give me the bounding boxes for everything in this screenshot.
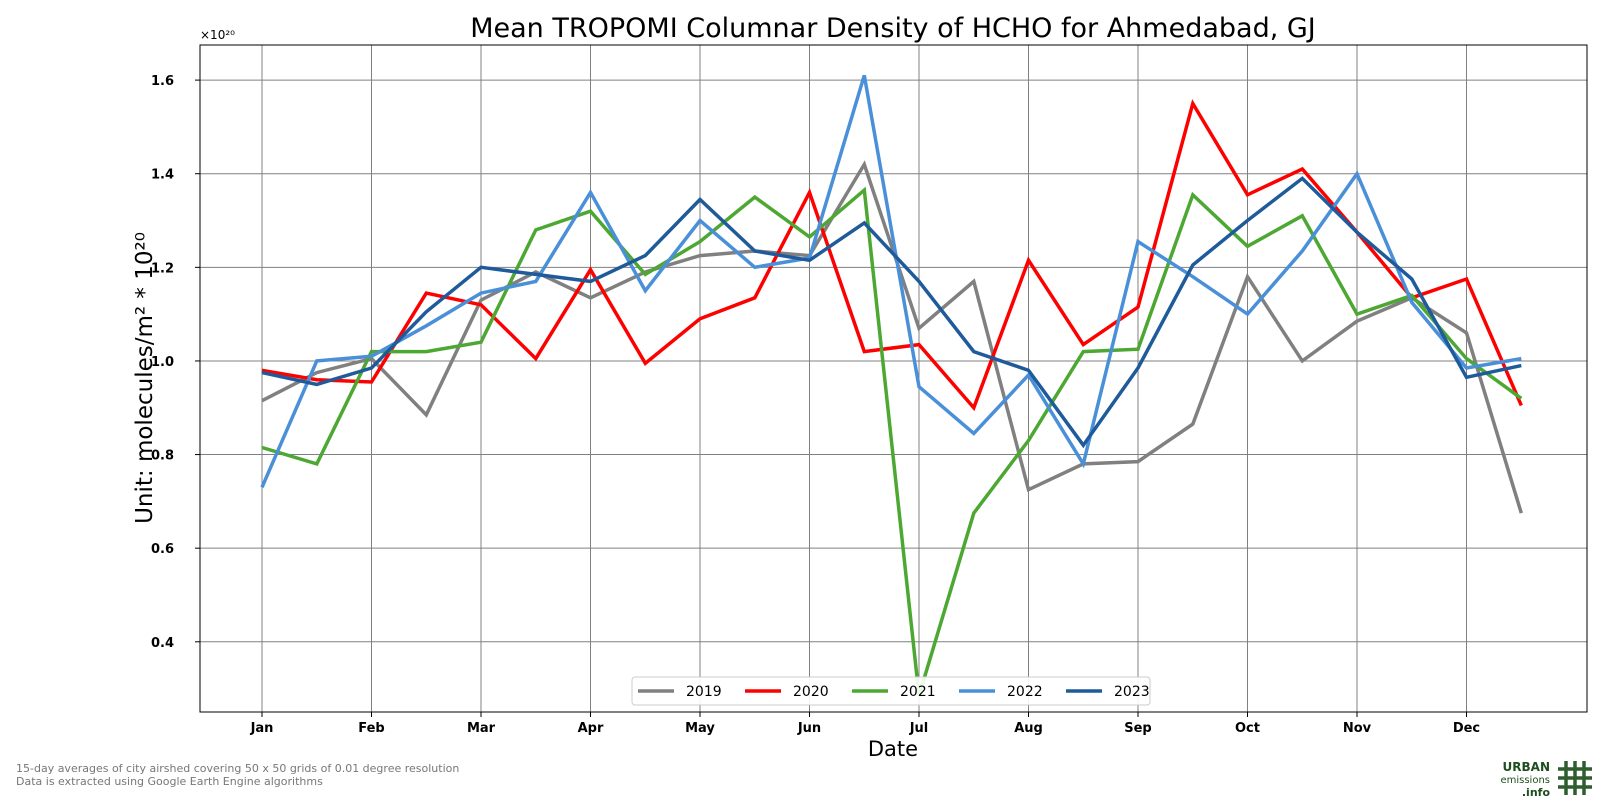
legend: 2019 2020 2021 2022 2023: [631, 676, 1151, 706]
y-scale-offset: ×10²⁰: [200, 28, 235, 42]
x-tick-label: Apr: [578, 721, 604, 736]
y-axis-label: Unit: molecules/m² * 10²⁰: [132, 232, 158, 524]
x-tick-label: Jun: [797, 721, 821, 736]
series-line-2019: [261, 160, 1523, 514]
logo: URBAN emissions .info: [1494, 758, 1594, 798]
x-tick-label: Nov: [1343, 721, 1372, 736]
series-line-2020: [261, 99, 1523, 412]
y-tick-label: 1.6: [151, 74, 174, 89]
y-tick-label: 1.2: [151, 261, 174, 276]
legend-label-2021: 2021: [900, 684, 936, 700]
grid: [200, 45, 1587, 712]
plot-area-frame: [199, 44, 1588, 713]
x-tick-label: Jan: [250, 721, 274, 736]
x-tick-label: May: [685, 721, 715, 736]
y-tick-label: 1.0: [151, 355, 174, 370]
logo-text-emissions: emissions: [1500, 775, 1550, 786]
logo-text-info: .info: [1521, 786, 1550, 799]
x-tick-label: Aug: [1014, 721, 1043, 736]
legend-label-2019: 2019: [686, 684, 722, 700]
y-tick-label: 0.6: [151, 542, 174, 557]
series-lines: [260, 74, 1523, 697]
y-tick-label: 0.4: [151, 636, 174, 651]
y-tick-label: 0.8: [151, 449, 174, 464]
chart-title: Mean TROPOMI Columnar Density of HCHO fo…: [470, 13, 1316, 44]
x-tick-label: Feb: [358, 721, 384, 736]
legend-label-2020: 2020: [793, 684, 829, 700]
legend-box: [631, 676, 1151, 706]
series-line-2022: [260, 74, 1522, 488]
x-tick-label: Oct: [1235, 721, 1260, 736]
y-ticks: 0.4 0.6 0.8 1.0 1.2 1.4 1.6: [151, 74, 200, 651]
series-line-2021: [261, 186, 1523, 697]
x-tick-label: Mar: [467, 721, 496, 736]
footnote-line-1: 15-day averages of city airshed covering…: [16, 762, 460, 775]
hash-logo-icon: [1558, 761, 1592, 795]
x-tick-label: Dec: [1453, 721, 1480, 736]
legend-label-2022: 2022: [1007, 684, 1043, 700]
y-tick-label: 1.4: [151, 168, 174, 183]
footnote-line-2: Data is extracted using Google Earth Eng…: [16, 775, 323, 788]
x-ticks: Jan Feb Mar Apr May Jun Jul Aug Sep Oct Nov Dec: [250, 712, 1480, 736]
logo-text-urban: URBAN: [1502, 760, 1550, 774]
x-tick-label: Jul: [909, 721, 929, 736]
x-axis-label: Date: [868, 737, 918, 761]
series-line-2023: [261, 176, 1522, 449]
legend-label-2023: 2023: [1114, 684, 1150, 700]
x-tick-label: Sep: [1124, 721, 1152, 736]
